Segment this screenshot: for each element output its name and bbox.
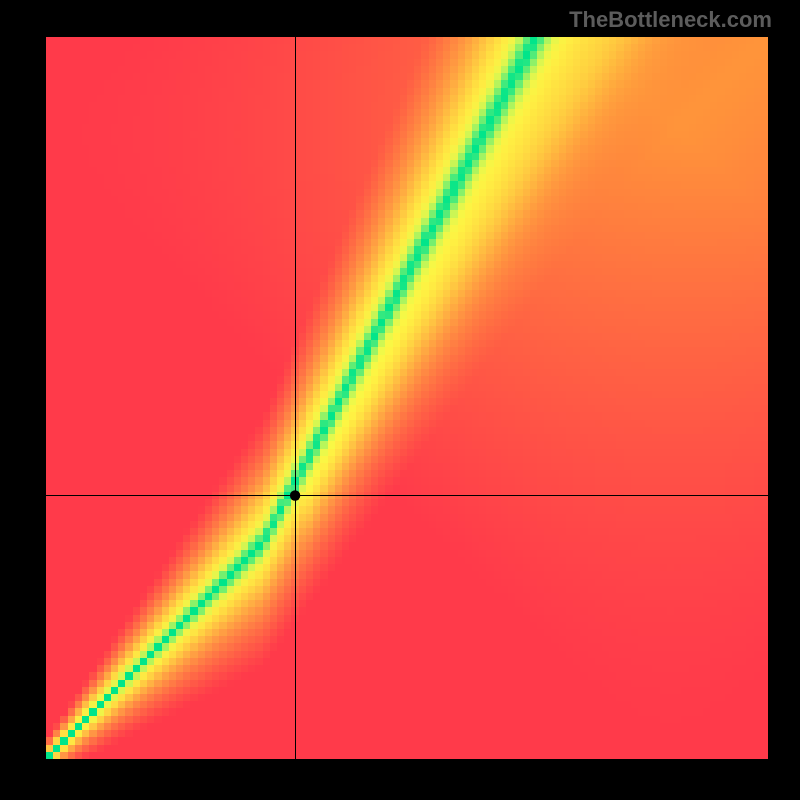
watermark-text: TheBottleneck.com (569, 7, 772, 33)
bottleneck-heatmap (46, 37, 768, 759)
